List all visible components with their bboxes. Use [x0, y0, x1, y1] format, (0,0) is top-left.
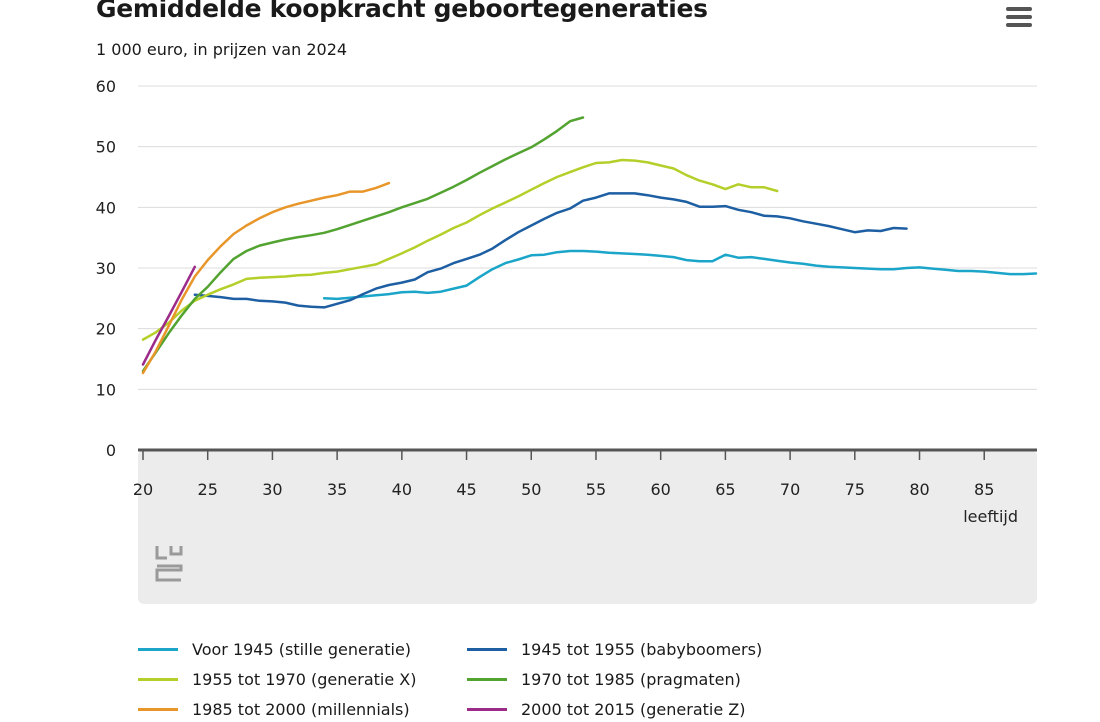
legend-item[interactable]: 2000 tot 2015 (generatie Z): [467, 696, 746, 722]
y-tick-label: 0: [106, 441, 116, 460]
y-tick-label: 10: [96, 380, 116, 399]
x-tick-label: 85: [974, 480, 994, 499]
x-tick-label: 65: [715, 480, 735, 499]
series-line-3[interactable]: [141, 158, 779, 341]
page-title: Gemiddelde koopkracht geboortegeneraties: [96, 0, 708, 23]
x-tick-label: 25: [198, 480, 218, 499]
hamburger-menu-icon[interactable]: [1004, 6, 1034, 30]
line-chart: 0 10 20 30 40 50 60 20 25 30 35 40 45 50 55 60 65 70 75 80…: [96, 77, 1038, 604]
y-tick-label: 30: [96, 259, 116, 278]
x-tick-label: 40: [392, 480, 412, 499]
legend-swatch: [467, 647, 507, 651]
x-axis-panel: [138, 450, 1037, 604]
x-tick-label: 20: [133, 480, 153, 499]
series-line-5[interactable]: [141, 181, 391, 375]
legend-swatch: [467, 707, 507, 711]
x-tick-label: 60: [651, 480, 671, 499]
legend-swatch: [138, 707, 178, 711]
legend-swatch: [467, 677, 507, 681]
legend-item[interactable]: 1945 tot 1955 (babyboomers): [467, 636, 762, 662]
x-tick-label: 45: [456, 480, 476, 499]
legend-label: 1955 tot 1970 (generatie X): [192, 669, 417, 689]
x-tick-label: 75: [845, 480, 865, 499]
x-axis-ticks: 20 25 30 35 40 45 50 55 60 65 70 75 80 85: [133, 450, 994, 499]
x-tick-label: 55: [586, 480, 606, 499]
y-tick-label: 40: [96, 198, 116, 217]
cbs-logo: [155, 546, 183, 582]
legend-label: 1945 tot 1955 (babyboomers): [521, 639, 763, 659]
y-axis-ticks: 0 10 20 30 40 50 60: [96, 77, 116, 460]
x-tick-label: 80: [909, 480, 929, 499]
x-tick-label: 70: [780, 480, 800, 499]
legend-label: 2000 tot 2015 (generatie Z): [521, 699, 746, 719]
x-tick-label: 50: [521, 480, 541, 499]
series-line-2[interactable]: [193, 192, 908, 309]
legend-swatch: [138, 647, 178, 651]
x-tick-label: 35: [327, 480, 347, 499]
series-lines: [141, 116, 1038, 375]
y-tick-label: 20: [96, 320, 116, 339]
legend-swatch: [138, 677, 178, 681]
series-line-6[interactable]: [141, 265, 197, 366]
x-tick-label: 30: [262, 480, 282, 499]
legend-item[interactable]: 1955 tot 1970 (generatie X): [138, 666, 417, 692]
gridlines: [138, 85, 1037, 390]
legend-label: 1985 tot 2000 (millennials): [192, 699, 410, 719]
series-line-1[interactable]: [322, 249, 1038, 301]
legend-label: 1970 tot 1985 (pragmaten): [521, 669, 741, 689]
y-tick-label: 60: [96, 77, 116, 96]
legend-item[interactable]: 1985 tot 2000 (millennials): [138, 696, 410, 722]
series-line-4[interactable]: [141, 116, 585, 373]
x-axis-title: leeftijd: [963, 507, 1018, 526]
legend-item[interactable]: Voor 1945 (stille generatie): [138, 636, 411, 662]
y-tick-label: 50: [96, 138, 116, 157]
chart-subtitle: 1 000 euro, in prijzen van 2024: [96, 40, 348, 59]
legend-item[interactable]: 1970 tot 1985 (pragmaten): [467, 666, 741, 692]
legend-label: Voor 1945 (stille generatie): [192, 639, 412, 659]
